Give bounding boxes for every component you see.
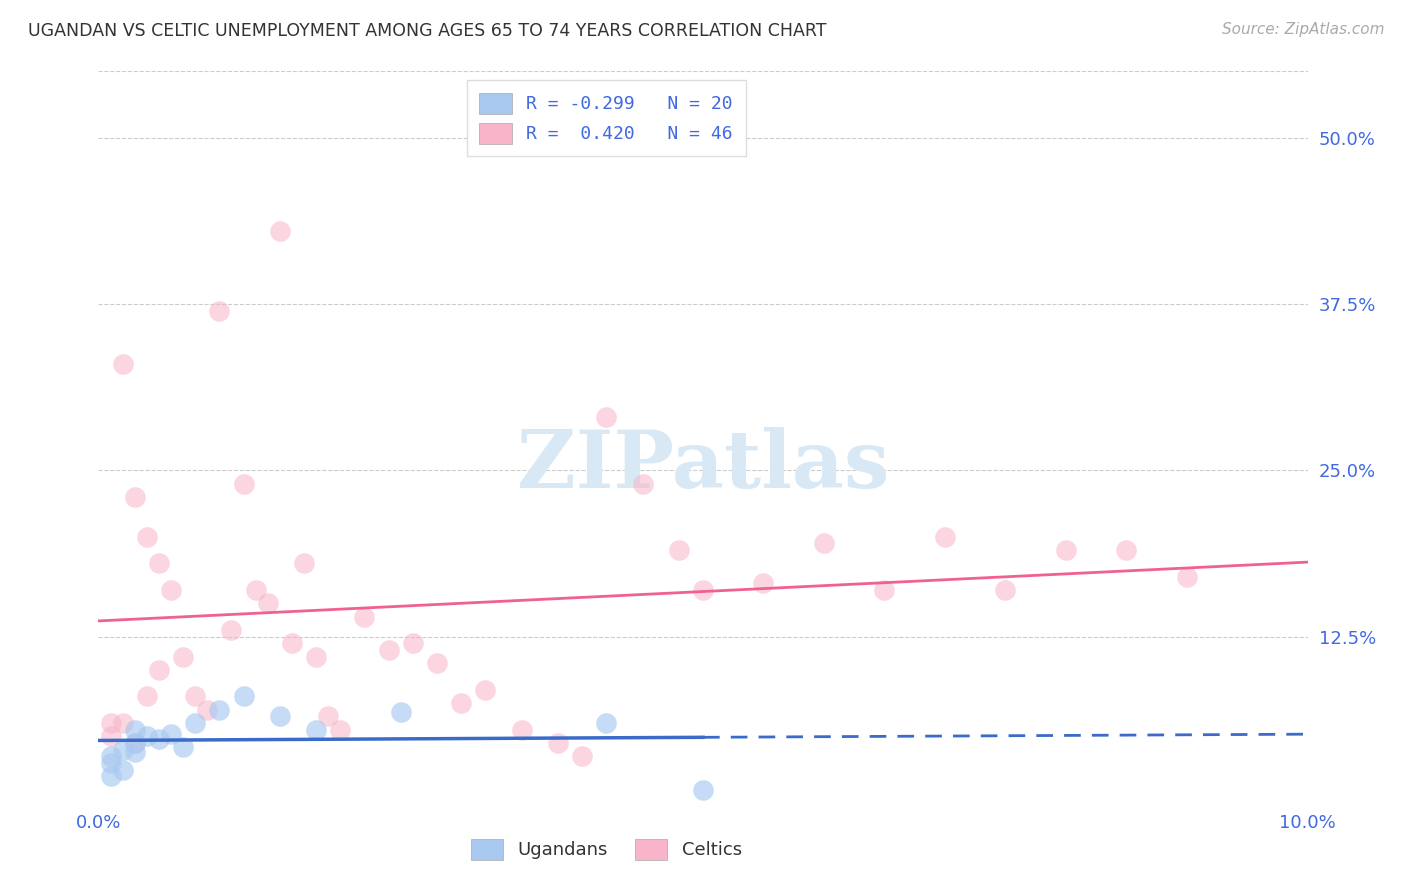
Legend: Ugandans, Celtics: Ugandans, Celtics [464, 831, 749, 867]
Point [111, 357, 134, 371]
Point [245, 582, 267, 597]
Point [124, 745, 146, 759]
Point [208, 703, 231, 717]
Point [353, 609, 375, 624]
Point [316, 709, 339, 723]
Point [329, 723, 352, 737]
Point [377, 643, 399, 657]
Point [124, 490, 146, 504]
Point [269, 709, 291, 723]
Text: Source: ZipAtlas.com: Source: ZipAtlas.com [1222, 22, 1385, 37]
Point [389, 706, 412, 720]
Point [100, 749, 122, 764]
Point [111, 716, 134, 731]
Point [305, 649, 328, 664]
Point [184, 690, 207, 704]
Point [281, 636, 304, 650]
Point [595, 410, 617, 425]
Point [172, 649, 194, 664]
Point [135, 530, 157, 544]
Point [100, 756, 122, 770]
Point [172, 739, 194, 754]
Point [124, 723, 146, 737]
Point [148, 731, 170, 746]
Point [692, 582, 714, 597]
Point [256, 596, 278, 610]
Point [269, 224, 291, 238]
Point [195, 703, 218, 717]
Text: UGANDAN VS CELTIC UNEMPLOYMENT AMONG AGES 65 TO 74 YEARS CORRELATION CHART: UGANDAN VS CELTIC UNEMPLOYMENT AMONG AGE… [28, 22, 827, 40]
Point [402, 636, 425, 650]
Point [184, 716, 207, 731]
Point [100, 729, 122, 743]
Point [595, 716, 617, 731]
Point [124, 736, 146, 750]
Point [160, 726, 183, 740]
Point [135, 690, 157, 704]
Point [100, 716, 122, 731]
Point [100, 769, 122, 783]
Point [813, 536, 835, 550]
Point [450, 696, 472, 710]
Point [208, 303, 231, 318]
Point [148, 663, 170, 677]
Point [994, 582, 1017, 597]
Point [547, 736, 569, 750]
Point [873, 582, 896, 597]
Point [232, 690, 254, 704]
Point [426, 656, 449, 670]
Point [474, 682, 496, 697]
Point [232, 476, 254, 491]
Point [148, 557, 170, 571]
Point [934, 530, 956, 544]
Point [160, 582, 183, 597]
Point [124, 736, 146, 750]
Point [668, 543, 690, 558]
Point [111, 763, 134, 777]
Point [571, 749, 593, 764]
Point [111, 742, 134, 756]
Point [631, 476, 654, 491]
Point [305, 723, 328, 737]
Text: ZIPatlas: ZIPatlas [517, 427, 889, 506]
Point [221, 623, 243, 637]
Point [1054, 543, 1077, 558]
Point [510, 723, 533, 737]
Point [752, 576, 775, 591]
Point [1115, 543, 1137, 558]
Point [292, 557, 315, 571]
Point [135, 729, 157, 743]
Point [692, 782, 714, 797]
Point [1175, 570, 1198, 584]
